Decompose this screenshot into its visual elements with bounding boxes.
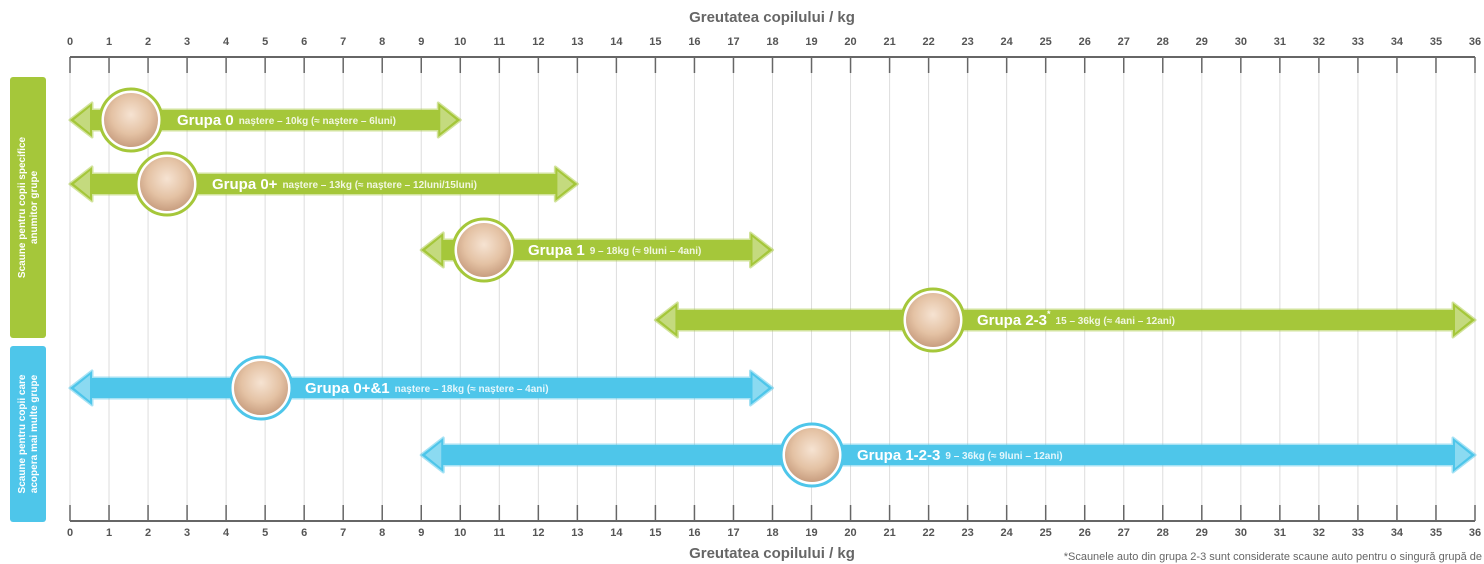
x-tick-label: 4: [223, 36, 230, 48]
x-tick-label: 14: [610, 527, 623, 539]
x-tick-label: 25: [1040, 36, 1052, 48]
x-tick-label: 30: [1235, 36, 1247, 48]
label-part: Grupa 0+&1: [305, 380, 390, 397]
x-tick-label: 20: [844, 527, 856, 539]
label-part: 9 – 18kg (≈ 9luni – 4ani): [590, 246, 702, 257]
x-tick-label: 13: [571, 36, 583, 48]
label-part: naştere – 13kg (≈ naştere – 12luni/15lun…: [282, 180, 476, 191]
chart: Greutatea copilului / kg Greutatea copil…: [0, 0, 1484, 564]
x-tick-label: 28: [1157, 527, 1169, 539]
x-tick-label: 19: [805, 527, 817, 539]
x-tick-label: 23: [962, 527, 974, 539]
x-tick-label: 31: [1274, 527, 1286, 539]
x-tick-label: 34: [1391, 527, 1404, 539]
label-part: Grupa 1-2-3: [857, 447, 940, 464]
x-tick-label: 12: [532, 527, 544, 539]
photo: [234, 361, 288, 415]
label-part: Grupa 2-3: [977, 312, 1047, 329]
x-tick-label: 23: [962, 36, 974, 48]
x-tick-label: 36: [1469, 36, 1481, 48]
label-part: 15 – 36kg (≈ 4ani – 12ani): [1056, 316, 1175, 327]
x-tick-label: 26: [1079, 527, 1091, 539]
x-tick-label: 11: [493, 527, 505, 539]
x-tick-label: 16: [688, 527, 700, 539]
x-tick-label: 29: [1196, 527, 1208, 539]
footnote: *Scaunele auto din grupa 2-3 sunt consid…: [1064, 551, 1482, 563]
x-tick-label: 5: [262, 527, 268, 539]
label-part: *: [1047, 309, 1051, 319]
label-part: Grupa 1: [528, 242, 585, 259]
x-tick-label: 10: [454, 527, 466, 539]
x-tick-label: 1: [106, 36, 112, 48]
x-tick-label: 24: [1001, 527, 1014, 539]
group-label: Scaune pentru copii careacopera mai mult…: [17, 374, 40, 493]
x-tick-label: 30: [1235, 527, 1247, 539]
x-tick-label: 24: [1001, 36, 1014, 48]
x-tick-label: 32: [1313, 527, 1325, 539]
x-tick-label: 21: [883, 527, 895, 539]
x-tick-label: 13: [571, 527, 583, 539]
x-tick-label: 22: [922, 527, 934, 539]
photo: [140, 157, 194, 211]
x-tick-label: 1: [106, 527, 112, 539]
label-part: naştere – 10kg (≈ naştere – 6luni): [239, 116, 396, 127]
photo: [906, 293, 960, 347]
x-tick-label: 14: [610, 36, 623, 48]
x-tick-label: 29: [1196, 36, 1208, 48]
x-tick-label: 7: [340, 527, 346, 539]
x-tick-label: 21: [883, 36, 895, 48]
x-tick-label: 6: [301, 36, 307, 48]
x-tick-label: 16: [688, 36, 700, 48]
photo: [457, 223, 511, 277]
x-tick-label: 27: [1118, 36, 1130, 48]
x-tick-label: 2: [145, 36, 151, 48]
x-tick-label: 36: [1469, 527, 1481, 539]
x-tick-label: 33: [1352, 36, 1364, 48]
x-tick-label: 34: [1391, 36, 1404, 48]
x-tick-label: 3: [184, 527, 190, 539]
x-tick-label: 25: [1040, 527, 1052, 539]
x-tick-label: 0: [67, 527, 73, 539]
x-tick-label: 35: [1430, 527, 1442, 539]
x-tick-label: 20: [844, 36, 856, 48]
label-part: 9 – 36kg (≈ 9luni – 12ani): [945, 451, 1062, 462]
x-tick-label: 8: [379, 527, 385, 539]
x-tick-label: 35: [1430, 36, 1442, 48]
x-tick-label: 10: [454, 36, 466, 48]
photo: [785, 428, 839, 482]
label-part: Grupa 0+: [212, 176, 278, 193]
x-tick-label: 26: [1079, 36, 1091, 48]
x-tick-label: 11: [493, 36, 505, 48]
x-tick-label: 0: [67, 36, 73, 48]
x-tick-label: 2: [145, 527, 151, 539]
x-tick-label: 28: [1157, 36, 1169, 48]
axis-title-bottom: Greutatea copilului / kg: [689, 545, 855, 562]
x-tick-label: 17: [727, 527, 739, 539]
x-tick-label: 19: [805, 36, 817, 48]
x-tick-label: 32: [1313, 36, 1325, 48]
x-tick-label: 4: [223, 527, 230, 539]
x-tick-label: 18: [766, 527, 778, 539]
x-tick-label: 9: [418, 36, 424, 48]
x-tick-label: 6: [301, 527, 307, 539]
x-tick-label: 15: [649, 36, 661, 48]
x-tick-label: 5: [262, 36, 268, 48]
x-tick-label: 31: [1274, 36, 1286, 48]
x-tick-label: 27: [1118, 527, 1130, 539]
x-tick-label: 7: [340, 36, 346, 48]
x-tick-label: 22: [922, 36, 934, 48]
label-part: naştere – 18kg (≈ naştere – 4ani): [395, 384, 549, 395]
axis-title-top: Greutatea copilului / kg: [689, 9, 855, 26]
x-tick-label: 18: [766, 36, 778, 48]
x-tick-label: 12: [532, 36, 544, 48]
photo: [104, 93, 158, 147]
x-tick-label: 3: [184, 36, 190, 48]
x-tick-label: 8: [379, 36, 385, 48]
label-part: Grupa 0: [177, 112, 234, 129]
x-tick-label: 9: [418, 527, 424, 539]
x-tick-label: 33: [1352, 527, 1364, 539]
x-tick-label: 15: [649, 527, 661, 539]
x-tick-label: 17: [727, 36, 739, 48]
